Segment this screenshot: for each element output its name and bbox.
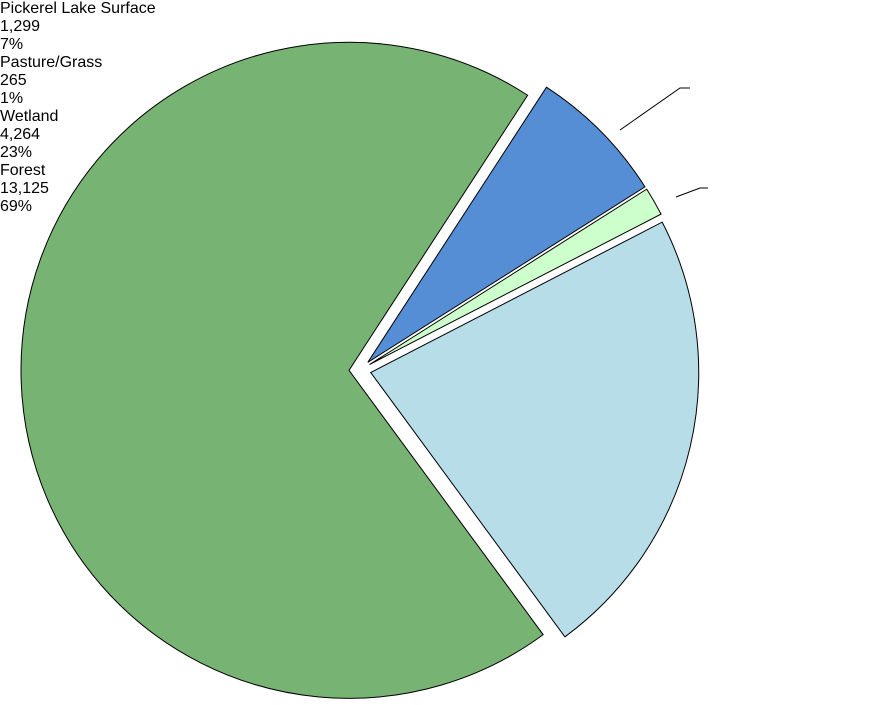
slice-percent: 7% (0, 36, 24, 53)
slice-percent: 23% (0, 144, 33, 161)
data-label: Forest 13,125 69% (0, 162, 160, 216)
slice-name: Wetland (0, 108, 59, 125)
slice-percent: 69% (0, 198, 33, 215)
slice-value: 13,125 (0, 180, 49, 197)
leader-line (619, 87, 690, 131)
data-label: Wetland 4,264 23% (0, 108, 160, 162)
pie-slice (20, 41, 544, 699)
slice-name: Pasture/Grass (0, 54, 103, 71)
slice-value: 4,264 (0, 126, 41, 143)
slice-value: 265 (0, 72, 27, 89)
slice-name: Forest (0, 162, 46, 179)
pie-slice (369, 188, 662, 365)
pie-slice (369, 221, 700, 638)
data-label: Pasture/Grass 265 1% (0, 54, 160, 108)
slice-value: 1,299 (0, 18, 41, 35)
pie-slice (367, 86, 646, 363)
slice-percent: 1% (0, 90, 24, 107)
data-label: Pickerel Lake Surface 1,299 7% (0, 0, 160, 54)
slice-name: Pickerel Lake Surface (0, 0, 156, 17)
leader-line (675, 187, 708, 198)
